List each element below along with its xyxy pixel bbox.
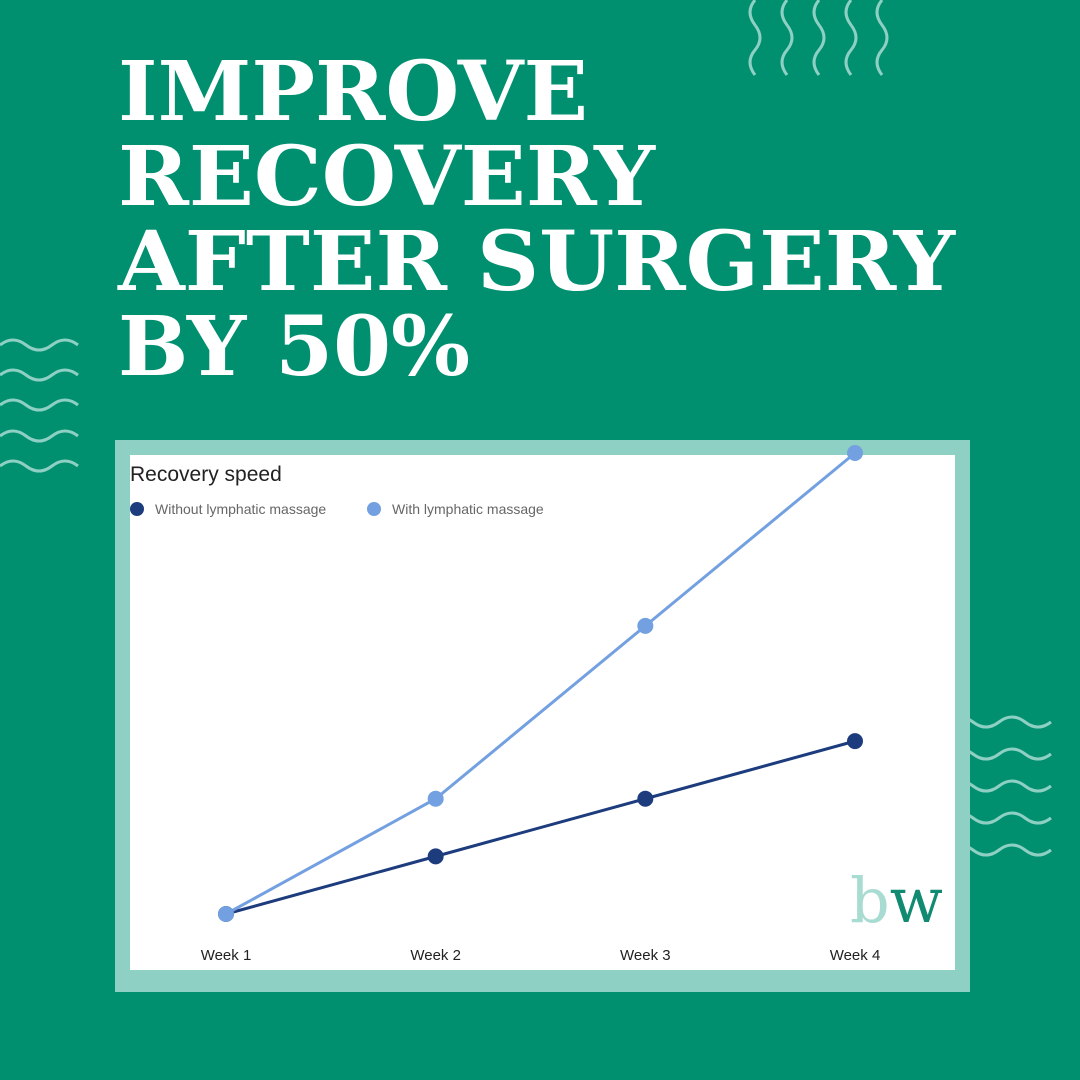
legend-marker [130, 502, 144, 516]
series-line [225, 739, 856, 916]
x-tick-label: Week 2 [410, 947, 461, 964]
legend-marker [367, 502, 381, 516]
headline-line: RECOVERY [118, 129, 657, 225]
data-point [637, 790, 654, 807]
legend-label: Without lymphatic massage [155, 501, 326, 517]
data-point [427, 790, 444, 807]
waves-top [748, 0, 889, 76]
data-point [218, 906, 234, 922]
waves-left [0, 338, 79, 473]
x-tick-label: Week 3 [620, 947, 671, 964]
legend-label: With lymphatic massage [392, 501, 544, 517]
logo-letter: w [890, 864, 943, 937]
x-tick-label: Week 1 [201, 947, 252, 964]
data-point [637, 617, 654, 634]
data-point [427, 848, 444, 865]
headline-line: AFTER SURGERY [117, 214, 957, 310]
series-line [225, 451, 856, 916]
data-point [847, 733, 863, 750]
logo: bw [850, 864, 943, 937]
x-tick-label: Week 4 [830, 947, 881, 964]
headline-line: IMPROVE [118, 44, 588, 140]
logo-letter: b [850, 864, 890, 937]
chart-title: Recovery speed [130, 463, 282, 486]
data-point [847, 445, 863, 461]
chart: Week 1 Week 2 Week 3 Week 4 Without lymphati… [130, 445, 880, 964]
headline-line: BY 50% [118, 299, 470, 395]
